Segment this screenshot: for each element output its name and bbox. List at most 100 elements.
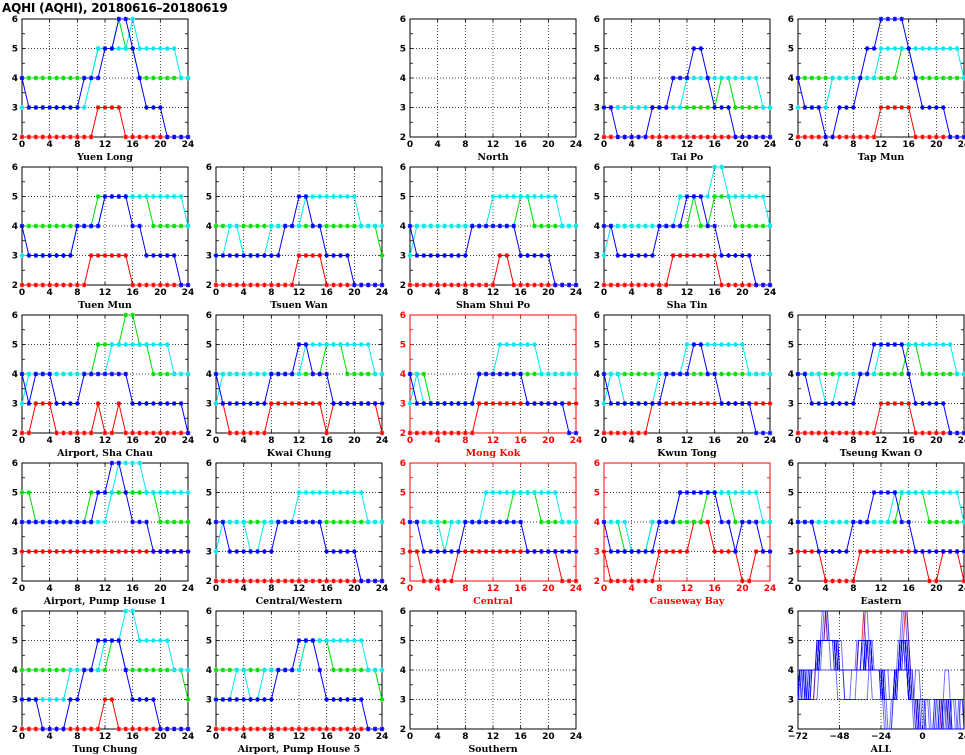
series-red-point [663,401,669,406]
series-cyan-point [913,490,918,495]
series-blue-point [68,519,73,525]
series-red-point [837,578,842,584]
series-blue-point [622,401,628,406]
y-tick-label: 4 [12,222,18,232]
series-blue-point [650,549,655,554]
series-red-point [746,282,752,288]
y-tick-label: 2 [788,577,794,587]
series-red-point [545,282,551,288]
series-cyan-point [130,608,136,614]
x-tick-label: −24 [871,732,891,742]
y-tick-label: 5 [12,637,18,647]
series-blue-point [844,401,849,406]
y-tick-label: 2 [206,725,212,735]
series-blue-point [185,134,191,140]
series-cyan-point [365,223,371,229]
series-green-point [809,75,815,81]
series-red-point [137,282,142,288]
x-tick-label: 16 [320,732,333,742]
series-green-point [684,223,690,229]
series-red-point [712,549,718,554]
series-cyan-point [54,371,59,377]
series-cyan-point [719,75,724,81]
series-cyan-point [573,519,579,525]
series-green-point [927,519,932,525]
series-blue-point [137,223,142,229]
x-tick-label: 0 [795,436,801,446]
series-red-point [144,282,149,288]
series-cyan-point [933,342,939,347]
series-red-point [282,401,288,406]
series-blue-point [726,253,731,258]
series-blue-point [324,371,330,377]
series-blue-point [171,134,177,140]
series-blue-point [767,430,773,436]
y-tick-label: 6 [12,607,18,617]
y-tick-label: 5 [788,341,794,351]
x-tick-label: 4 [435,436,441,446]
series-cyan-point [262,519,267,525]
series-blue-point [88,667,94,673]
series-green-point [40,223,46,229]
series-cyan-point [275,223,281,229]
x-tick-label: 8 [850,140,856,150]
series-blue-point [525,401,530,406]
series-cyan-point [379,519,385,525]
x-tick-label: 4 [47,140,53,150]
series-cyan-point [753,490,759,495]
x-tick-label: 8 [656,140,662,150]
series-red-point [74,282,80,288]
x-tick-label: 0 [407,584,413,594]
series-red-point [234,726,240,732]
series-cyan-point [185,371,191,377]
all-series-airport-pump-house-5-line [798,640,964,730]
series-cyan-point [248,371,253,377]
y-tick-label: 2 [206,577,212,587]
x-tick-label: 12 [875,436,888,446]
y-tick-label: 6 [594,163,600,173]
series-blue-point [885,16,891,22]
series-blue-point [760,282,766,288]
series-blue-point [850,105,856,110]
x-tick-label: 4 [435,140,441,150]
series-green-point [351,667,357,673]
series-red-point [213,282,219,288]
series-green-point [636,371,641,377]
series-blue-point [511,519,517,525]
series-cyan-point [379,667,385,673]
x-tick-label: 4 [47,732,53,742]
series-red-point [802,549,808,554]
y-tick-label: 3 [594,104,600,114]
series-red-point [656,282,662,288]
series-blue-point [130,223,136,229]
series-green-point [739,223,745,229]
series-green-point [338,223,343,229]
series-blue-point [40,519,46,525]
series-red-point [248,282,253,288]
series-blue-point [705,223,711,229]
series-blue-point [164,401,170,406]
series-blue-point [414,253,420,258]
series-blue-point [40,105,46,110]
series-red-point [940,430,946,436]
x-tick-label: 8 [656,436,662,446]
x-tick-label: 12 [99,732,112,742]
series-red-point [608,134,614,140]
series-red-point [33,282,39,288]
series-red-point [289,726,295,732]
series-blue-point [54,519,59,525]
series-red-point [705,253,711,258]
series-blue-point [712,490,718,495]
series-blue-point [559,401,565,406]
y-tick-label: 6 [788,15,794,25]
series-red-point [795,134,801,140]
series-blue-point [837,105,842,110]
series-blue-point [47,253,53,258]
series-red-point [802,430,808,436]
series-red-point [857,549,863,554]
y-tick-label: 6 [594,311,600,321]
series-blue-point [268,253,274,258]
y-tick-label: 3 [12,548,18,558]
panel-title: Eastern [860,596,901,607]
